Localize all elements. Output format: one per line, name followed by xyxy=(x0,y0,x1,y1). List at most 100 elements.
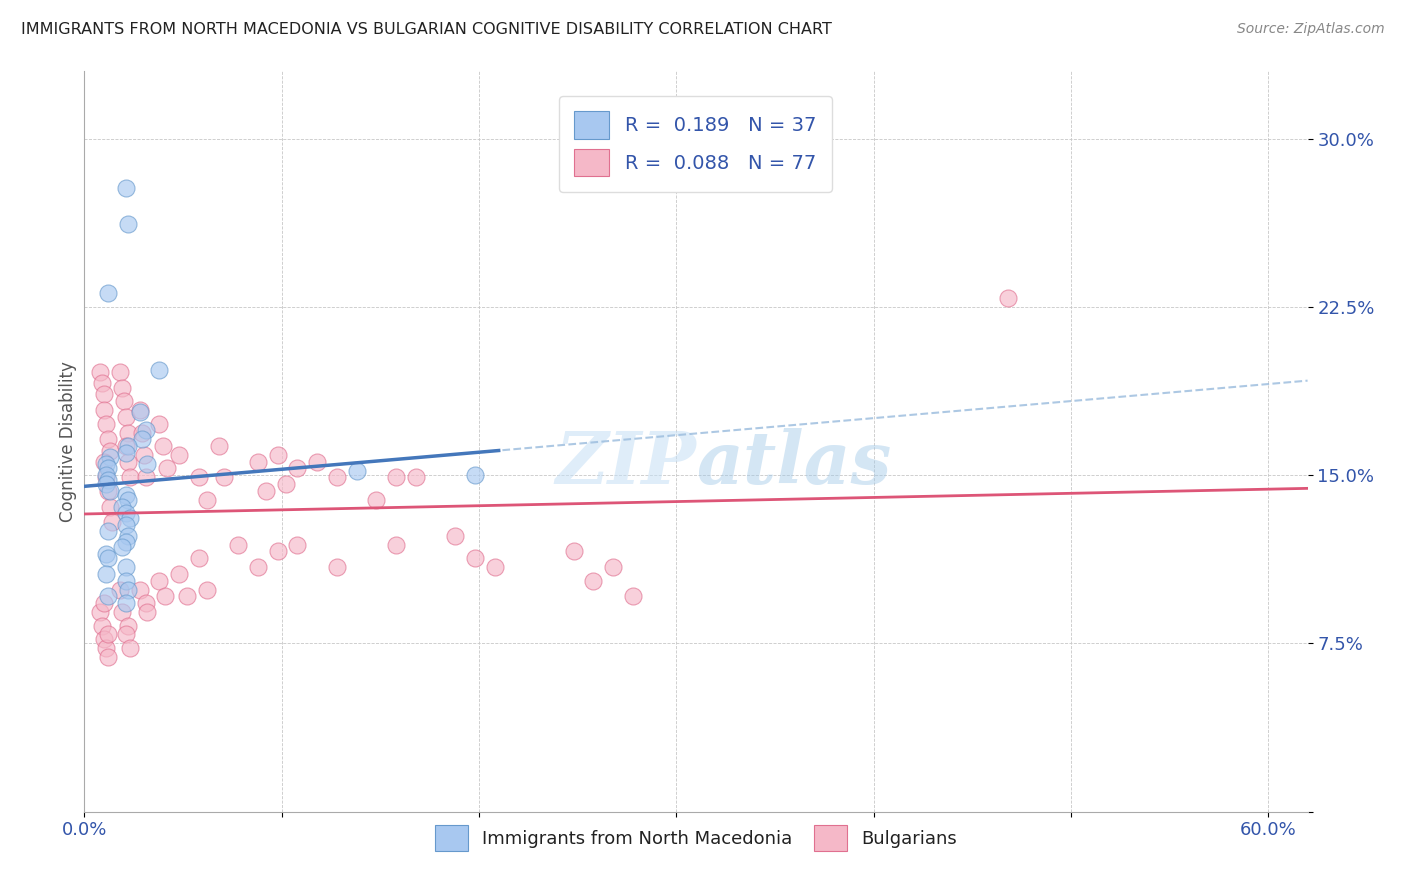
Point xyxy=(98,450,121,465)
Point xyxy=(346,464,368,478)
Point xyxy=(111,500,134,514)
Point xyxy=(97,551,120,566)
Point xyxy=(117,618,139,632)
Point xyxy=(621,590,644,604)
Point xyxy=(562,544,585,558)
Point xyxy=(93,403,115,417)
Point xyxy=(91,618,114,632)
Point xyxy=(128,403,150,417)
Point xyxy=(97,483,120,498)
Point xyxy=(118,511,141,525)
Point xyxy=(118,470,141,484)
Point xyxy=(148,574,170,588)
Point xyxy=(97,432,120,446)
Point xyxy=(94,566,117,581)
Point xyxy=(148,417,170,431)
Point xyxy=(97,627,120,641)
Point xyxy=(464,468,486,483)
Point xyxy=(93,632,115,646)
Point xyxy=(114,560,136,574)
Point xyxy=(94,470,117,484)
Point xyxy=(117,425,139,440)
Point xyxy=(385,470,408,484)
Point xyxy=(94,457,117,471)
Point xyxy=(114,596,136,610)
Point xyxy=(94,468,117,483)
Point xyxy=(114,488,136,502)
Point xyxy=(114,409,136,424)
Point xyxy=(246,560,269,574)
Point xyxy=(148,363,170,377)
Point xyxy=(464,551,486,566)
Point xyxy=(93,455,115,469)
Point xyxy=(93,387,115,401)
Point xyxy=(128,405,150,419)
Point xyxy=(98,483,121,498)
Point xyxy=(366,492,388,507)
Point xyxy=(156,461,179,475)
Point xyxy=(97,473,120,487)
Point xyxy=(326,470,349,484)
Point xyxy=(117,217,139,231)
Point xyxy=(94,640,117,655)
Point xyxy=(135,470,157,484)
Point xyxy=(111,605,134,619)
Point xyxy=(98,500,121,514)
Point xyxy=(207,439,229,453)
Point xyxy=(114,535,136,549)
Point xyxy=(167,566,190,581)
Point xyxy=(135,596,157,610)
Point xyxy=(108,365,131,379)
Point xyxy=(114,506,136,520)
Point xyxy=(93,596,115,610)
Point xyxy=(602,560,624,574)
Point xyxy=(267,448,290,462)
Point xyxy=(117,529,139,543)
Text: atlas: atlas xyxy=(696,428,891,500)
Point xyxy=(117,492,139,507)
Legend: Immigrants from North Macedonia, Bulgarians: Immigrants from North Macedonia, Bulgari… xyxy=(427,818,965,858)
Point xyxy=(94,417,117,431)
Point xyxy=(97,286,120,301)
Y-axis label: Cognitive Disability: Cognitive Disability xyxy=(59,361,77,522)
Point xyxy=(114,446,136,460)
Point xyxy=(114,574,136,588)
Text: ZIP: ZIP xyxy=(555,428,696,500)
Point xyxy=(287,538,309,552)
Point xyxy=(176,590,198,604)
Point xyxy=(405,470,427,484)
Point xyxy=(97,524,120,539)
Point xyxy=(97,461,120,475)
Point xyxy=(89,605,111,619)
Point xyxy=(131,432,153,446)
Point xyxy=(91,376,114,391)
Point xyxy=(114,517,136,532)
Point xyxy=(155,590,177,604)
Point xyxy=(274,477,297,491)
Point xyxy=(117,439,139,453)
Point xyxy=(187,470,209,484)
Point xyxy=(444,529,467,543)
Point xyxy=(117,455,139,469)
Point xyxy=(582,574,605,588)
Point xyxy=(114,181,136,195)
Point xyxy=(111,381,134,395)
Point xyxy=(97,590,120,604)
Point xyxy=(195,492,218,507)
Point xyxy=(128,582,150,597)
Point xyxy=(484,560,506,574)
Point xyxy=(246,455,269,469)
Point xyxy=(94,477,117,491)
Point xyxy=(195,582,218,597)
Point xyxy=(132,448,155,462)
Point xyxy=(114,627,136,641)
Point xyxy=(131,425,153,440)
Point xyxy=(136,457,159,471)
Point xyxy=(385,538,408,552)
Point xyxy=(254,483,277,498)
Point xyxy=(114,439,136,453)
Point xyxy=(89,365,111,379)
Point xyxy=(98,443,121,458)
Point xyxy=(94,547,117,561)
Point xyxy=(118,640,141,655)
